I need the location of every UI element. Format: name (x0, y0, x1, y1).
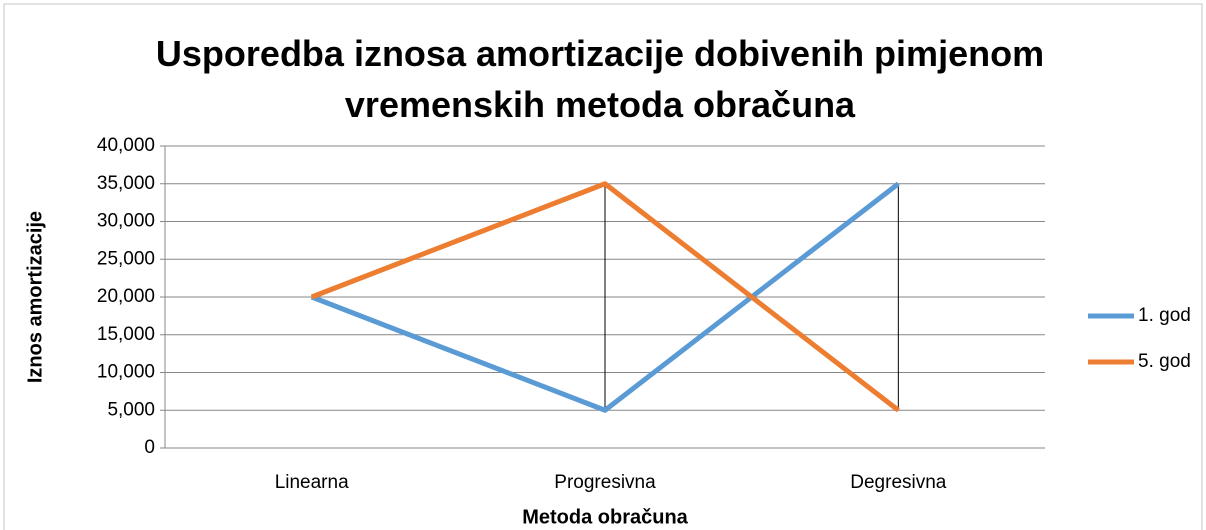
x-tick-label: Linearna (275, 472, 349, 493)
series-line (310, 181, 900, 413)
legend-label: 5. god (1138, 351, 1191, 372)
y-tick-label: 5,000 (107, 399, 155, 420)
chart-title: Usporedba iznosa amortizacije dobivenih … (155, 33, 1045, 125)
chart-border (3, 3, 1203, 530)
x-axis-title: Metoda obračuna (522, 506, 688, 528)
legend-label: 1. god (1138, 305, 1191, 326)
x-tick-label: Progresivna (554, 472, 656, 493)
series-line (310, 181, 900, 413)
y-tick-label: 35,000 (97, 173, 155, 194)
y-tick-label: 40,000 (97, 135, 155, 156)
y-tick-label: 20,000 (97, 286, 155, 307)
y-axis-title: Iznos amortizacije (24, 211, 46, 383)
y-tick-label: 10,000 (97, 362, 155, 383)
y-tick-label: 0 (144, 437, 155, 458)
y-tick-label: 25,000 (97, 248, 155, 269)
x-tick-label: Degresivna (850, 472, 947, 493)
y-tick-label: 15,000 (97, 324, 155, 345)
y-tick-label: 30,000 (97, 211, 155, 232)
